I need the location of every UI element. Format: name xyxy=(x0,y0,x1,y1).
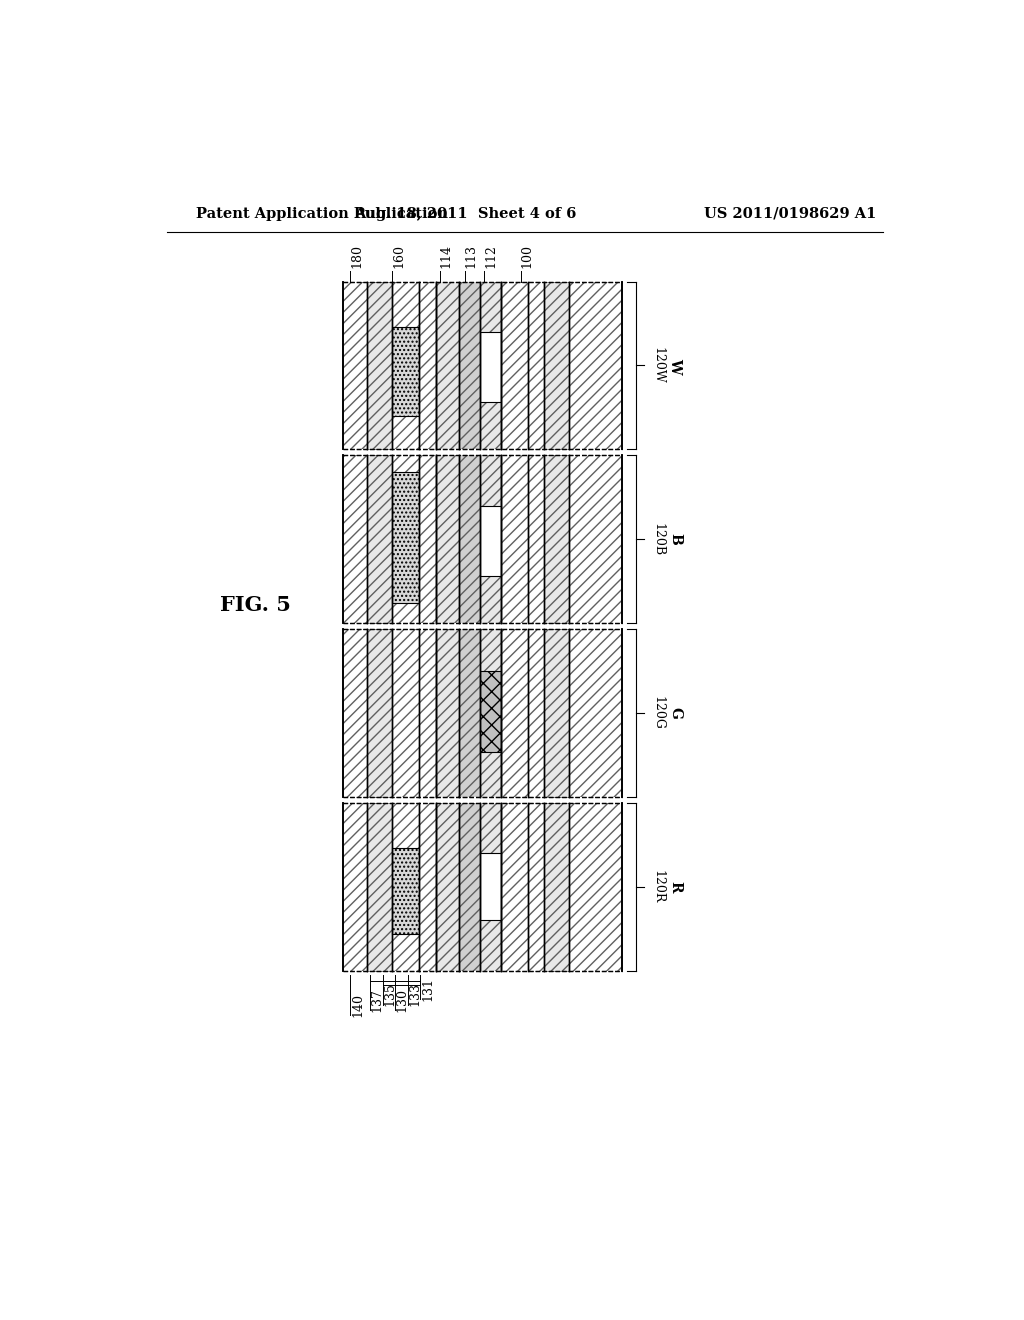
Bar xyxy=(545,630,569,797)
Bar xyxy=(392,473,419,603)
Bar xyxy=(480,331,501,403)
Bar xyxy=(480,506,501,576)
Bar xyxy=(343,803,623,970)
Text: FIG. 5: FIG. 5 xyxy=(220,595,291,615)
Bar xyxy=(435,630,501,797)
Bar xyxy=(343,455,623,623)
Bar xyxy=(435,803,501,970)
Bar xyxy=(343,630,623,797)
Text: Patent Application Publication: Patent Application Publication xyxy=(197,207,449,220)
Bar xyxy=(545,455,569,623)
Text: 180: 180 xyxy=(350,244,364,268)
Text: 135: 135 xyxy=(383,982,396,1006)
Bar xyxy=(545,281,569,449)
Text: 120R: 120R xyxy=(651,870,665,904)
Bar xyxy=(343,281,623,449)
Bar xyxy=(459,630,480,797)
Bar xyxy=(480,854,501,920)
Text: 113: 113 xyxy=(465,244,478,268)
Bar xyxy=(343,455,623,623)
Text: 120G: 120G xyxy=(651,696,665,730)
Text: 120B: 120B xyxy=(651,523,665,556)
Text: 137: 137 xyxy=(371,987,384,1011)
Text: 120W: 120W xyxy=(651,347,665,384)
Text: Aug. 18, 2011  Sheet 4 of 6: Aug. 18, 2011 Sheet 4 of 6 xyxy=(354,207,577,220)
Text: 114: 114 xyxy=(439,244,453,268)
Bar xyxy=(368,455,392,623)
Bar xyxy=(343,630,623,797)
Bar xyxy=(368,630,392,797)
Bar xyxy=(459,281,480,449)
Text: 131: 131 xyxy=(421,977,434,1001)
Text: W: W xyxy=(668,358,682,374)
Text: 160: 160 xyxy=(392,244,406,268)
Bar xyxy=(545,803,569,970)
Bar xyxy=(343,281,623,449)
Bar xyxy=(459,803,480,970)
Text: US 2011/0198629 A1: US 2011/0198629 A1 xyxy=(705,207,877,220)
Text: 100: 100 xyxy=(520,244,534,268)
Bar xyxy=(392,327,419,416)
Bar xyxy=(435,281,501,449)
Text: 133: 133 xyxy=(409,982,422,1006)
Text: 112: 112 xyxy=(484,244,498,268)
Text: R: R xyxy=(668,882,682,892)
Bar xyxy=(435,455,501,623)
Text: 130: 130 xyxy=(396,987,409,1011)
Text: 140: 140 xyxy=(351,993,365,1016)
Bar xyxy=(368,281,392,449)
Text: G: G xyxy=(668,708,682,719)
Bar xyxy=(480,671,501,751)
Bar xyxy=(459,455,480,623)
Bar xyxy=(392,849,419,933)
Bar xyxy=(368,803,392,970)
Bar xyxy=(343,803,623,970)
Text: B: B xyxy=(668,533,682,545)
